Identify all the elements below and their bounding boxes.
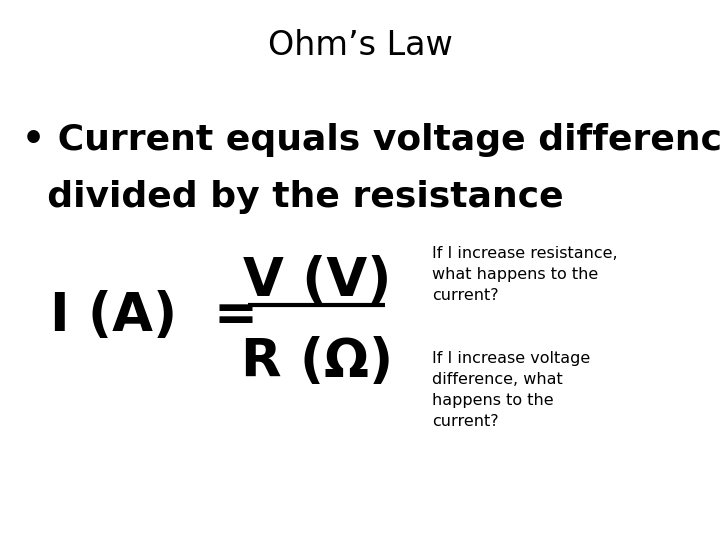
Text: • Current equals voltage difference: • Current equals voltage difference	[22, 124, 720, 157]
Text: V (V): V (V)	[243, 255, 391, 307]
Text: divided by the resistance: divided by the resistance	[22, 180, 563, 214]
Text: Ohm’s Law: Ohm’s Law	[268, 29, 452, 63]
Text: If I increase resistance,
what happens to the
current?: If I increase resistance, what happens t…	[432, 246, 618, 303]
Text: R (Ω): R (Ω)	[240, 336, 393, 388]
Text: I (A)  =: I (A) =	[50, 290, 258, 342]
Text: If I increase voltage
difference, what
happens to the
current?: If I increase voltage difference, what h…	[432, 351, 590, 429]
